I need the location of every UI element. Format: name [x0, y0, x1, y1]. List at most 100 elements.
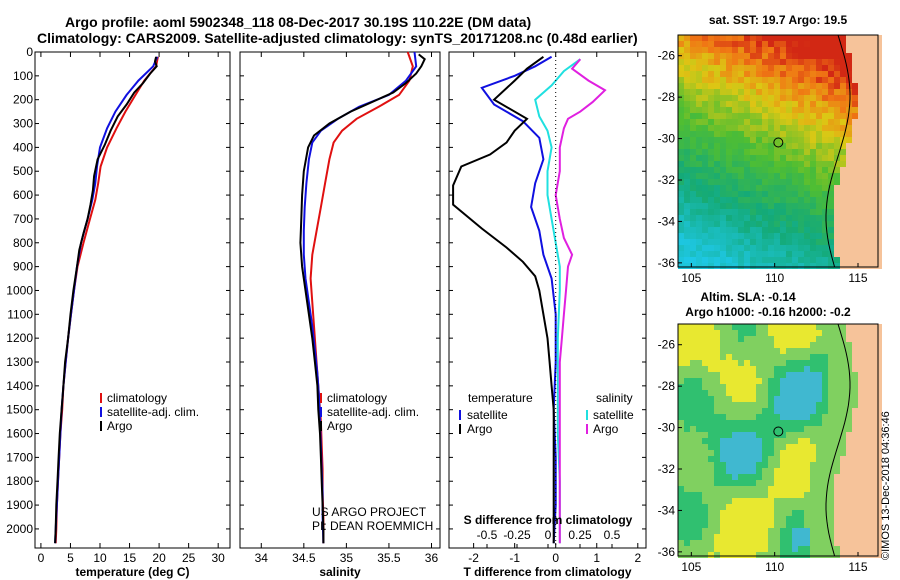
map-cell: [684, 504, 690, 510]
map-cell: [738, 59, 744, 65]
map-y-tick-label: -28: [658, 90, 676, 104]
map-cell: [684, 137, 690, 143]
map-cell: [714, 498, 720, 504]
map-cell: [774, 324, 780, 330]
map-cell: [810, 89, 816, 95]
map-cell: [726, 546, 732, 552]
map-cell: [768, 47, 774, 53]
map-cell: [678, 107, 684, 113]
map-cell: [774, 89, 780, 95]
map-cell: [696, 161, 702, 167]
map-cell: [702, 462, 708, 468]
map-cell: [756, 167, 762, 173]
map-cell: [720, 342, 726, 348]
map-cell: [744, 432, 750, 438]
map-cell: [708, 516, 714, 522]
map-cell: [744, 498, 750, 504]
map-cell: [708, 41, 714, 47]
map-cell: [738, 372, 744, 378]
map-cell: [786, 390, 792, 396]
map-cell: [852, 179, 858, 185]
map-cell: [798, 438, 804, 444]
map-cell: [696, 185, 702, 191]
map-cell: [708, 179, 714, 185]
map-cell: [732, 522, 738, 528]
map-cell: [738, 71, 744, 77]
map-cell: [726, 420, 732, 426]
map-cell: [702, 185, 708, 191]
map-cell: [726, 131, 732, 137]
map-cell: [792, 47, 798, 53]
map-cell: [684, 83, 690, 89]
map-cell: [786, 59, 792, 65]
map-cell: [678, 534, 684, 540]
map-cell: [816, 137, 822, 143]
map-cell: [690, 227, 696, 233]
map-cell: [750, 155, 756, 161]
map-cell: [840, 89, 846, 95]
map-cell: [756, 522, 762, 528]
map-cell: [744, 456, 750, 462]
legend-label: Argo: [107, 419, 133, 433]
map-cell: [798, 324, 804, 330]
secondary-axis-label: S difference from climatology: [464, 513, 633, 527]
map-cell: [834, 83, 840, 89]
map-cell: [870, 173, 876, 179]
map-cell: [714, 360, 720, 366]
map-cell: [852, 53, 858, 59]
map-cell: [696, 89, 702, 95]
map-cell: [702, 143, 708, 149]
map-cell: [702, 53, 708, 59]
map-cell: [864, 510, 870, 516]
map-cell: [798, 516, 804, 522]
map-cell: [714, 366, 720, 372]
map-cell: [798, 450, 804, 456]
map-cell: [792, 390, 798, 396]
map-cell: [792, 53, 798, 59]
map-cell: [768, 137, 774, 143]
map-cell: [858, 540, 864, 546]
map-cell: [768, 342, 774, 348]
map-cell: [846, 330, 852, 336]
map-cell: [738, 149, 744, 155]
map-cell: [750, 125, 756, 131]
map-cell: [720, 480, 726, 486]
map-cell: [804, 125, 810, 131]
map-cell: [786, 251, 792, 257]
map-cell: [756, 450, 762, 456]
map-cell: [678, 125, 684, 131]
map-cell: [858, 486, 864, 492]
map-cell: [786, 342, 792, 348]
map-cell: [744, 516, 750, 522]
map-cell: [696, 197, 702, 203]
map-x-tick-label: 105: [681, 271, 701, 285]
map-cell: [690, 101, 696, 107]
map-cell: [720, 378, 726, 384]
map-cell: [714, 263, 720, 269]
map-cell: [786, 396, 792, 402]
map-cell: [768, 504, 774, 510]
map-cell: [810, 191, 816, 197]
map-cell: [720, 384, 726, 390]
map-cell: [828, 372, 834, 378]
map-cell: [678, 408, 684, 414]
map-cell: [774, 47, 780, 53]
map-cell: [690, 83, 696, 89]
map-cell: [798, 528, 804, 534]
map-cell: [756, 378, 762, 384]
map-cell: [774, 173, 780, 179]
map-cell: [852, 59, 858, 65]
map-cell: [780, 257, 786, 263]
map-cell: [792, 486, 798, 492]
map-cell: [750, 209, 756, 215]
map-cell: [756, 143, 762, 149]
map-cell: [684, 462, 690, 468]
map-cell: [792, 360, 798, 366]
map-cell: [780, 540, 786, 546]
map-cell: [852, 486, 858, 492]
map-cell: [696, 396, 702, 402]
map-cell: [798, 510, 804, 516]
map-cell: [768, 426, 774, 432]
map-cell: [792, 348, 798, 354]
map-cell: [798, 209, 804, 215]
